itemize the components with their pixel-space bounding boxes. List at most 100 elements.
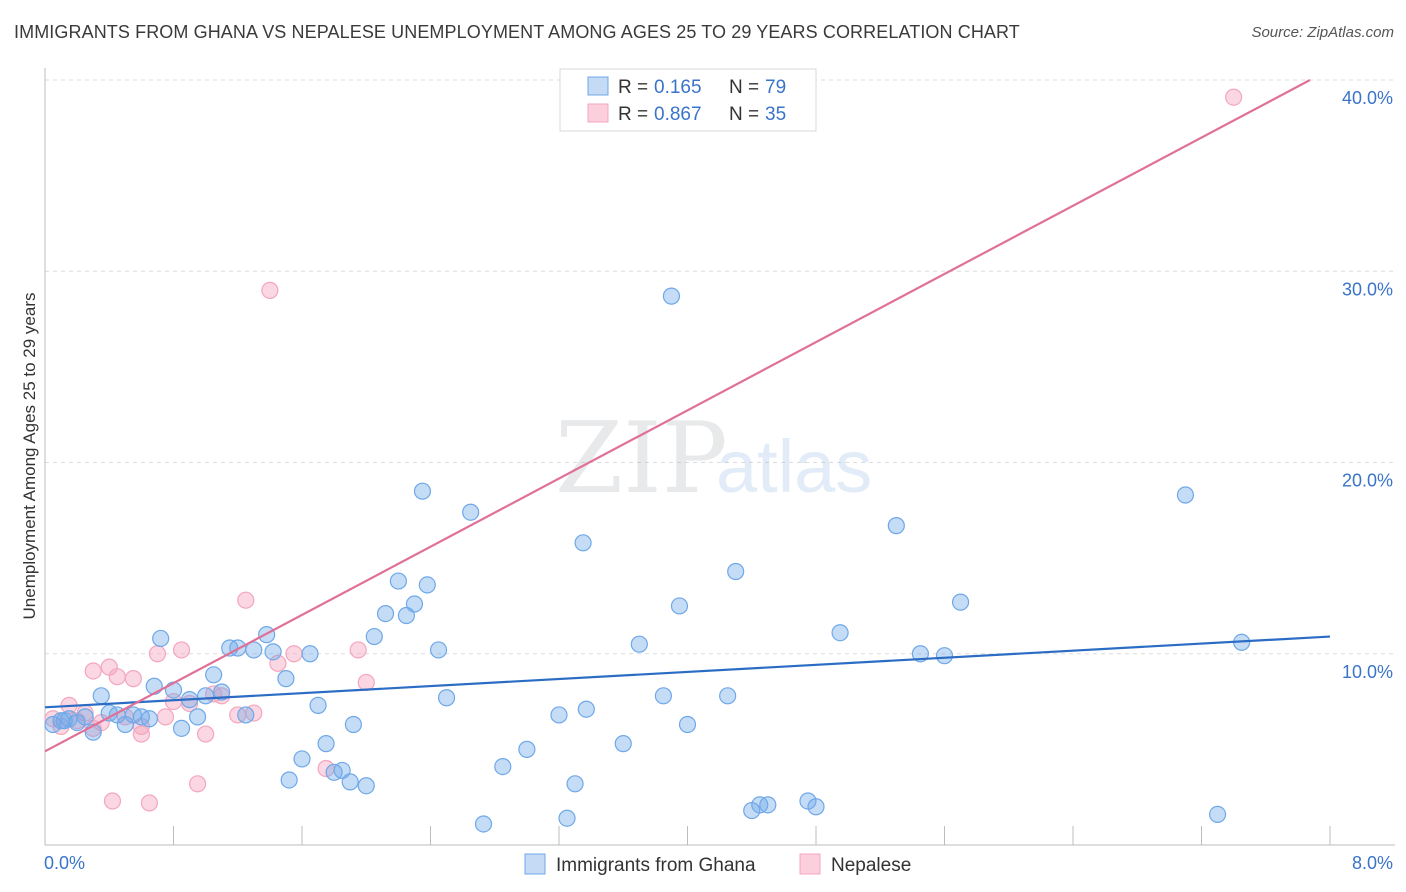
nepalese-point	[148, 645, 167, 663]
ghana-point	[44, 715, 62, 734]
nepalese-point	[103, 792, 122, 810]
ghana-point	[145, 677, 163, 695]
ghana-point	[566, 775, 584, 793]
tick-labels: 10.0% 20.0% 30.0% 40.0% 0.0% 8.0%	[44, 88, 1393, 873]
legend-ghana-r-label: R =	[618, 77, 648, 98]
ghana-point	[317, 735, 335, 753]
bottom-legend-ghana-swatch	[524, 853, 546, 875]
nepalese-point	[285, 645, 303, 663]
ghana-point	[1208, 805, 1227, 824]
ghana-point	[164, 681, 183, 699]
chart-title: IMMIGRANTS FROM GHANA VS NEPALESE UNEMPL…	[14, 22, 1020, 42]
ghana-point	[413, 482, 432, 500]
ghana-point	[92, 687, 110, 705]
source-label: Source: ZipAtlas.com	[1251, 24, 1394, 41]
ghana-point	[140, 710, 159, 728]
nepalese-point	[84, 662, 102, 680]
axes	[44, 68, 1395, 846]
ghana-point	[807, 798, 825, 816]
ghana-point	[55, 712, 73, 730]
ghana-point	[197, 687, 215, 705]
ghana-point	[759, 796, 777, 814]
ghana-point	[678, 715, 697, 734]
ghana-point	[437, 689, 456, 707]
ghana-point	[280, 771, 298, 789]
ghana-point	[365, 627, 383, 646]
nepalese-point	[188, 775, 207, 793]
nepalese-point	[1225, 88, 1243, 106]
ghana-trend-line	[44, 635, 1331, 709]
ghana-point	[264, 643, 282, 661]
bottom-legend-ghana-label: Immigrants from Ghana	[556, 855, 756, 876]
ghana-point	[577, 700, 595, 718]
watermark-zip: ZIP	[555, 402, 728, 516]
ghana-point	[376, 604, 395, 623]
ghana-point	[205, 666, 223, 684]
ghana-point	[951, 593, 970, 611]
watermark-atlas: atlas	[716, 425, 872, 508]
nepalese-trend-line	[44, 79, 1311, 753]
x-tick-label: 8.0%	[1352, 853, 1393, 873]
ghana-point	[152, 629, 170, 648]
ghana-point	[405, 595, 424, 613]
legend-nepalese-r-value: 0.867	[654, 104, 702, 125]
y-tick-label: 30.0%	[1342, 279, 1393, 299]
nepalese-point	[108, 668, 126, 686]
legend-nepalese-n-label: N =	[729, 104, 759, 125]
ghana-points	[44, 287, 1251, 833]
watermark: ZIP atlas	[555, 402, 872, 516]
nepalese-point	[124, 670, 142, 688]
ghana-point	[341, 773, 359, 791]
nepalese-point	[156, 708, 175, 726]
ghana-point	[558, 809, 576, 827]
nepalese-point	[172, 641, 191, 659]
ghana-point	[344, 715, 362, 734]
ghana-point	[277, 670, 295, 688]
legend-ghana-swatch	[587, 76, 609, 96]
ghana-point	[518, 740, 536, 758]
ghana-point	[654, 687, 673, 705]
x-tick-label: 0.0%	[44, 853, 85, 873]
ghana-point	[494, 757, 512, 776]
ghana-point	[614, 735, 632, 753]
nepalese-point	[197, 725, 215, 743]
ghana-point	[474, 815, 493, 833]
ghana-point	[389, 572, 407, 590]
trend-lines	[44, 79, 1331, 753]
ghana-point	[831, 624, 849, 642]
ghana-point	[719, 687, 737, 705]
nepalese-point	[357, 673, 375, 692]
ghana-point	[301, 645, 319, 663]
legend-nepalese-r-label: R =	[618, 104, 648, 125]
ghana-point	[574, 534, 592, 552]
series-legend: Immigrants from Ghana Nepalese	[524, 853, 911, 876]
ghana-point	[213, 683, 231, 701]
bottom-legend-nepalese-label: Nepalese	[831, 855, 911, 876]
ghana-point	[172, 719, 191, 737]
ghana-point	[418, 576, 436, 594]
ghana-point	[670, 597, 689, 615]
nepalese-point	[237, 591, 255, 609]
nepalese-point	[140, 794, 159, 812]
ghana-point	[935, 647, 954, 665]
bottom-legend-nepalese-swatch	[799, 853, 821, 875]
ghana-point	[237, 706, 255, 724]
y-tick-label: 40.0%	[1342, 88, 1393, 108]
legend-nepalese-swatch	[587, 103, 609, 123]
ghana-point	[662, 287, 681, 305]
ghana-point	[293, 750, 311, 768]
ghana-point	[309, 696, 327, 714]
legend-ghana-n-value: 79	[765, 77, 786, 98]
ghana-point	[630, 635, 648, 653]
y-tick-label: 10.0%	[1342, 662, 1393, 682]
y-tick-label: 20.0%	[1342, 471, 1393, 491]
nepalese-point	[261, 281, 279, 299]
ghana-point	[887, 517, 905, 535]
ghana-point	[188, 708, 207, 726]
ghana-point	[550, 706, 568, 724]
correlation-legend: R = 0.165 N = 79 R = 0.867 N = 35	[559, 68, 817, 132]
ghana-point	[911, 645, 930, 663]
ghana-point	[1176, 486, 1195, 504]
ghana-point	[245, 641, 263, 659]
